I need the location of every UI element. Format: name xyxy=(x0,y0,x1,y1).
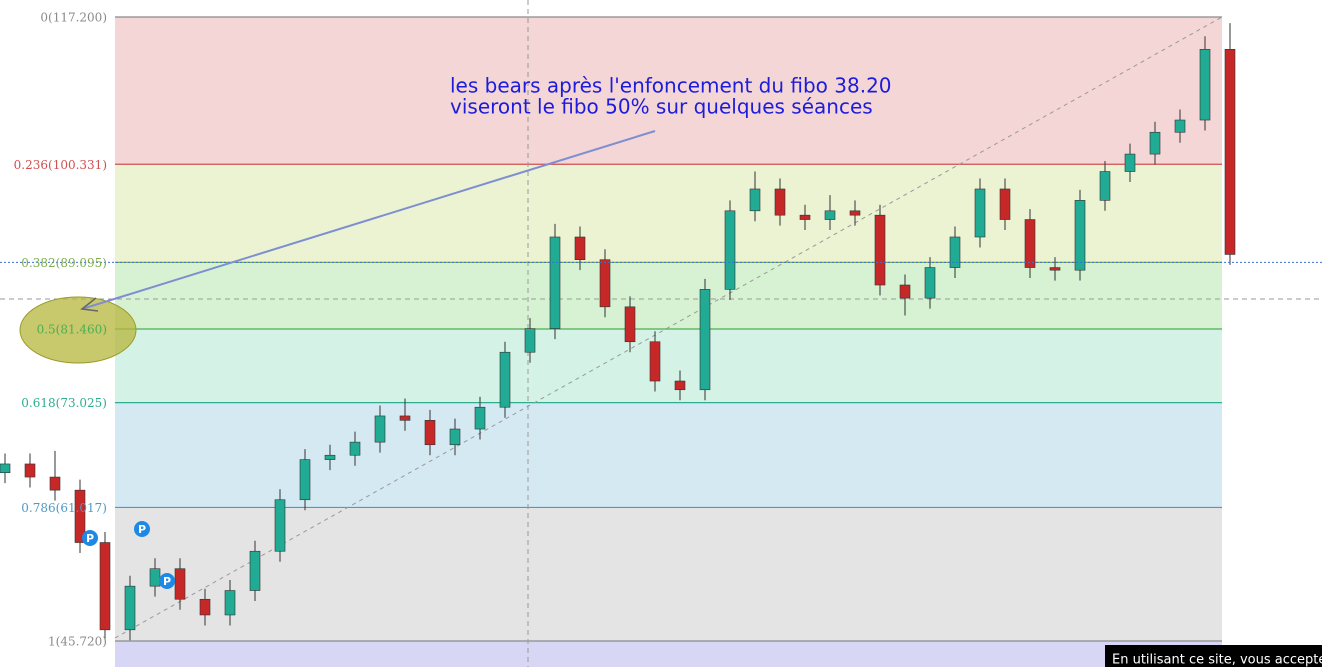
candle-body xyxy=(224,590,236,616)
candle-body xyxy=(449,428,461,446)
candle-body xyxy=(674,380,686,391)
fib-zone xyxy=(115,329,1222,403)
marker-label: P xyxy=(86,532,94,545)
candle-body xyxy=(649,341,661,382)
candle-body xyxy=(699,289,711,391)
candle-body xyxy=(924,267,936,299)
candle-body xyxy=(1024,219,1036,268)
candle-body xyxy=(174,568,186,600)
fib-zone xyxy=(115,164,1222,263)
fib-zones xyxy=(115,17,1222,667)
candle-body xyxy=(824,210,836,220)
candle-body xyxy=(749,188,761,212)
fib-zone xyxy=(115,507,1222,641)
candle-body xyxy=(474,406,486,430)
candle-body xyxy=(599,259,611,308)
candle-body xyxy=(1149,131,1161,155)
candle-body xyxy=(349,441,361,456)
fib-levels xyxy=(115,16,1222,642)
markers: P P P xyxy=(82,521,175,589)
arrow-head xyxy=(80,297,99,312)
notice-box xyxy=(1105,645,1322,667)
fib-label: 1(45.720) xyxy=(48,634,107,648)
fib-label: 0.618(73.025) xyxy=(21,396,107,410)
trend-line xyxy=(114,16,1223,639)
marker-dot xyxy=(82,530,98,546)
candle-body xyxy=(774,188,786,216)
candle-body xyxy=(974,188,986,238)
candle-body xyxy=(199,598,211,616)
highlight-ellipse xyxy=(19,296,137,364)
candle-body xyxy=(799,214,811,220)
candle-body xyxy=(324,454,336,460)
marker-label: P xyxy=(138,523,146,536)
candle-body xyxy=(949,236,961,268)
candle-body xyxy=(249,550,261,591)
candle-body xyxy=(1224,49,1236,255)
candles xyxy=(0,23,1322,641)
candle-body xyxy=(49,476,61,491)
fib-label: 0(117.200) xyxy=(40,11,107,25)
candle-body xyxy=(899,284,911,299)
notice-text: En utilisant ce site, vous acceptez xyxy=(1112,653,1322,667)
candle-body xyxy=(1199,49,1211,121)
candle-body xyxy=(399,415,411,421)
fib-zone xyxy=(115,640,1222,667)
candle-body xyxy=(149,568,161,587)
fib-label: 0.382(89.095) xyxy=(21,256,107,270)
candle-body xyxy=(1074,200,1086,271)
candle-body xyxy=(574,236,586,260)
annotation-line: viseront le fibo 50% sur quelques séance… xyxy=(450,95,873,119)
candle-body xyxy=(499,351,511,408)
candle-body xyxy=(874,214,886,286)
fib-zone xyxy=(115,402,1222,508)
candle-body xyxy=(0,463,11,473)
annotation-arrow xyxy=(81,130,656,310)
candle-body xyxy=(124,585,136,631)
candle-body xyxy=(999,188,1011,220)
candle-body xyxy=(99,542,111,631)
candle-body xyxy=(299,459,311,501)
candle-body xyxy=(424,420,436,446)
marker-dot xyxy=(159,573,175,589)
candle-body xyxy=(1049,267,1061,271)
candle-body xyxy=(624,306,636,343)
candle-body xyxy=(1174,119,1186,133)
candle-body xyxy=(724,210,736,290)
candle-body xyxy=(1099,171,1111,201)
candle-body xyxy=(74,489,86,543)
fib-labels: 0(117.200) 0.236(100.331) 0.382(89.095) 0.5… xyxy=(14,11,107,649)
fib-zone xyxy=(115,17,1222,165)
candle-body xyxy=(274,499,286,552)
annotation-line: les bears après l'enfoncement du fibo 38… xyxy=(450,74,892,98)
marker-dot xyxy=(134,521,150,537)
candle-body xyxy=(24,463,36,478)
fib-zone xyxy=(115,262,1222,330)
fib-label: 0.786(61.017) xyxy=(21,501,107,515)
fib-label: 0.5(81.460) xyxy=(37,323,107,337)
candle-body xyxy=(549,236,561,329)
fib-label: 0.236(100.331) xyxy=(14,158,107,172)
candle-body xyxy=(849,210,861,216)
candle-body xyxy=(524,328,536,353)
candle-body xyxy=(1124,153,1136,172)
candle-body xyxy=(374,415,386,443)
marker-label: P xyxy=(163,575,171,588)
